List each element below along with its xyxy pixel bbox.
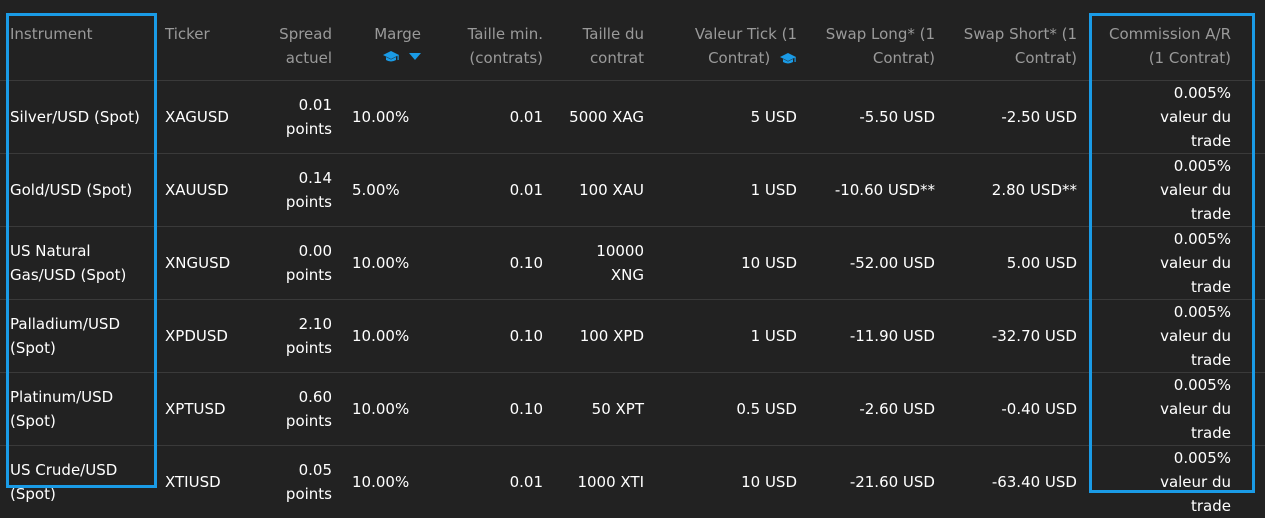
cell-swap-short: -32.70 USD <box>945 299 1087 373</box>
col-ticker[interactable]: Ticker <box>155 0 250 81</box>
cell-tick-value: 1 USD <box>654 299 807 373</box>
caret-down-icon[interactable] <box>409 53 421 60</box>
cell-commission: 0.005% valeur du trade <box>1087 153 1265 227</box>
cell-min-size: 0.10 <box>431 372 553 446</box>
col-swap-long[interactable]: Swap Long* (1 Contrat) <box>807 0 945 81</box>
table-row[interactable]: US Crude/USD (Spot) XTIUSD 0.05 points 1… <box>0 445 1265 518</box>
cell-marge: 10.00% <box>342 372 431 446</box>
table-header: Instrument Ticker Spread actuel Marge Ta… <box>0 0 1265 81</box>
table-row[interactable]: Platinum/USD (Spot) XPTUSD 0.60 points 1… <box>0 372 1265 446</box>
cell-marge: 10.00% <box>342 299 431 373</box>
cell-tick-value: 10 USD <box>654 226 807 300</box>
cell-tick-value: 1 USD <box>654 153 807 227</box>
cell-commission: 0.005% valeur du trade <box>1087 80 1265 154</box>
cell-swap-short: -63.40 USD <box>991 472 1077 491</box>
cell-instrument: Palladium/USD (Spot) <box>0 299 155 373</box>
cell-swap-short: -0.40 USD <box>945 372 1087 446</box>
cell-swap-long: -10.60 USD** <box>807 153 945 227</box>
cell-swap-short: 5.00 USD <box>945 226 1087 300</box>
cell-tick-value: 10 USD <box>741 472 797 491</box>
graduation-cap-icon[interactable] <box>382 50 400 64</box>
col-tick-value-label: Valeur Tick (1 Contrat) <box>694 25 797 67</box>
cell-min-size: 0.10 <box>431 226 553 300</box>
cell-commission: 0.005% valeur du trade <box>1160 448 1231 515</box>
cell-commission: 0.005% valeur du trade <box>1087 299 1265 373</box>
table-row[interactable]: Gold/USD (Spot) XAUUSD 0.14 points 5.00%… <box>0 153 1265 227</box>
cell-spread: 0.14 points <box>250 153 342 227</box>
cell-instrument: Platinum/USD (Spot) <box>0 372 155 446</box>
cell-min-size: 0.01 <box>431 153 553 227</box>
cell-ticker: XAUUSD <box>155 153 250 227</box>
cell-contract-size: 5000 XAG <box>553 80 654 154</box>
col-marge[interactable]: Marge <box>342 0 431 81</box>
cell-swap-long: -5.50 USD <box>807 80 945 154</box>
table-row[interactable]: Palladium/USD (Spot) XPDUSD 2.10 points … <box>0 299 1265 373</box>
cell-marge: 5.00% <box>342 153 431 227</box>
cell-ticker: XTIUSD <box>165 472 221 491</box>
cell-min-size: 0.01 <box>509 472 543 491</box>
cell-contract-size: 1000 XTI <box>577 472 644 491</box>
cell-swap-long: -2.60 USD <box>807 372 945 446</box>
cell-commission: 0.005% valeur du trade <box>1087 226 1265 300</box>
col-commission[interactable]: Commission A/R (1 Contrat) <box>1087 0 1265 81</box>
cell-min-size: 0.10 <box>431 299 553 373</box>
cell-tick-value: 5 USD <box>654 80 807 154</box>
table-body: Silver/USD (Spot) XAGUSD 0.01 points 10.… <box>0 80 1265 518</box>
cell-commission: 0.005% valeur du trade <box>1087 372 1265 446</box>
cell-marge: 10.00% <box>342 80 431 154</box>
table-row[interactable]: Silver/USD (Spot) XAGUSD 0.01 points 10.… <box>0 80 1265 154</box>
col-contract-size[interactable]: Taille du contrat <box>553 0 654 81</box>
cell-swap-long: -21.60 USD <box>849 472 935 491</box>
col-min-size[interactable]: Taille min. (contrats) <box>431 0 553 81</box>
cell-spread: 0.00 points <box>250 226 342 300</box>
cell-swap-long: -11.90 USD <box>807 299 945 373</box>
cell-contract-size: 50 XPT <box>553 372 654 446</box>
col-tick-value[interactable]: Valeur Tick (1 Contrat) <box>654 0 807 81</box>
cell-instrument: US Crude/USD (Spot) <box>10 460 118 503</box>
cell-spread: 0.01 points <box>250 80 342 154</box>
col-instrument[interactable]: Instrument <box>0 0 155 81</box>
cell-swap-long: -52.00 USD <box>807 226 945 300</box>
cell-swap-short: 2.80 USD** <box>945 153 1087 227</box>
cell-instrument: Silver/USD (Spot) <box>0 80 155 154</box>
col-spread[interactable]: Spread actuel <box>250 0 342 81</box>
graduation-cap-icon[interactable] <box>779 52 797 66</box>
cell-instrument: US Natural Gas/USD (Spot) <box>0 226 155 300</box>
cell-instrument: Gold/USD (Spot) <box>0 153 155 227</box>
cell-ticker: XPTUSD <box>155 372 250 446</box>
cell-ticker: XAGUSD <box>155 80 250 154</box>
cell-spread: 0.60 points <box>250 372 342 446</box>
col-swap-short[interactable]: Swap Short* (1 Contrat) <box>945 0 1087 81</box>
header-row: Instrument Ticker Spread actuel Marge Ta… <box>0 0 1265 81</box>
cell-tick-value: 0.5 USD <box>654 372 807 446</box>
cell-spread: 0.05 points <box>285 460 332 503</box>
cell-spread: 2.10 points <box>250 299 342 373</box>
cell-ticker: XNGUSD <box>155 226 250 300</box>
cell-marge: 10.00% <box>342 226 431 300</box>
cell-min-size: 0.01 <box>431 80 553 154</box>
cell-contract-size: 10000 XNG <box>553 226 654 300</box>
cell-ticker: XPDUSD <box>155 299 250 373</box>
cell-contract-size: 100 XPD <box>553 299 654 373</box>
cell-contract-size: 100 XAU <box>553 153 654 227</box>
cell-marge: 10.00% <box>352 472 410 491</box>
table-row[interactable]: US Natural Gas/USD (Spot) XNGUSD 0.00 po… <box>0 226 1265 300</box>
cell-swap-short: -2.50 USD <box>945 80 1087 154</box>
col-marge-label: Marge <box>374 25 421 43</box>
